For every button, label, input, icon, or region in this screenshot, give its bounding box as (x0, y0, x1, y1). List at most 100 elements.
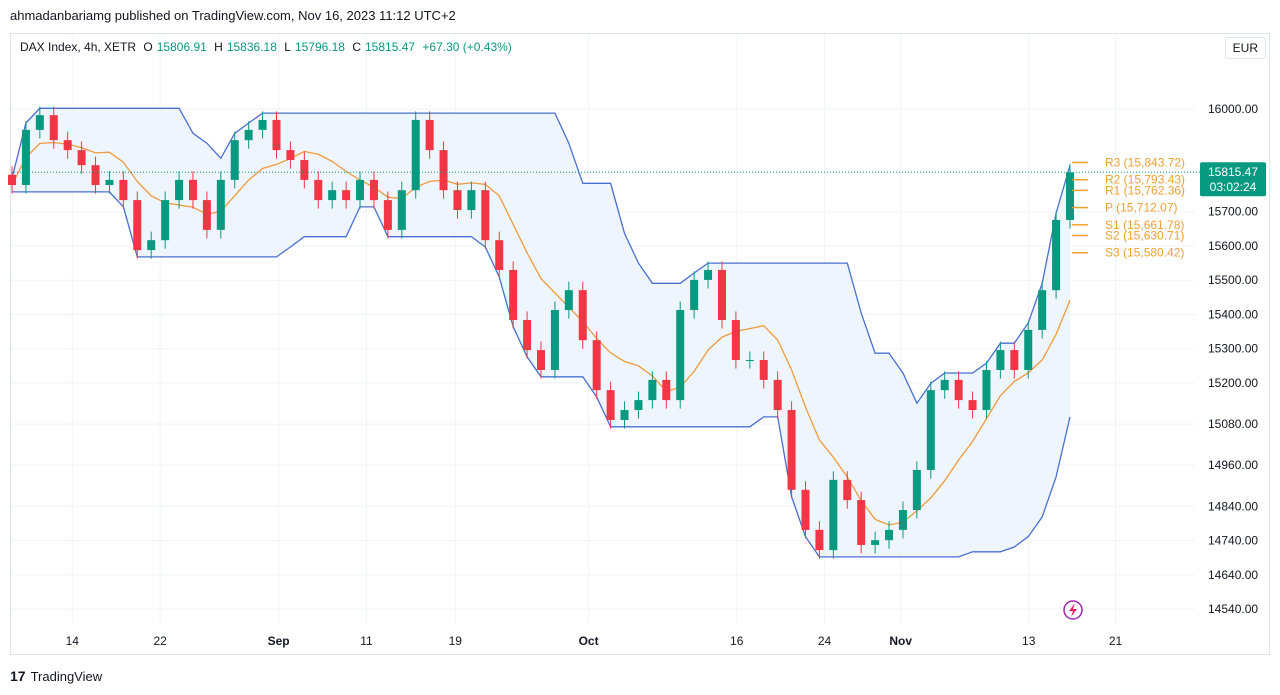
y-tick-label: 15600.00 (1208, 239, 1258, 253)
candle-body (481, 190, 490, 241)
candle (550, 301, 559, 379)
y-tick-label: 14840.00 (1208, 499, 1258, 513)
candle-body (342, 190, 351, 201)
candle (147, 231, 156, 259)
candle-body (272, 119, 281, 151)
candle (940, 371, 949, 399)
candle (272, 111, 281, 159)
tradingview-logo-icon[interactable]: 17 (10, 668, 26, 684)
candle-body (175, 179, 184, 201)
candle-body (968, 400, 977, 411)
symbol-title[interactable]: DAX Index, 4h, XETR (20, 40, 137, 54)
candle (704, 261, 713, 289)
candle (495, 231, 504, 279)
candle-body (926, 390, 935, 470)
y-tick-label: 15080.00 (1208, 417, 1258, 431)
candle-body (843, 479, 852, 501)
candle (676, 301, 685, 409)
candle-body (523, 319, 532, 351)
candle-body (1024, 329, 1033, 370)
candle (954, 371, 963, 409)
candle-body (620, 410, 629, 420)
candle-body (509, 269, 518, 320)
candle-body (606, 390, 615, 420)
candle (21, 121, 30, 194)
candle (731, 311, 740, 369)
candle (996, 341, 1005, 379)
candle-body (258, 119, 267, 130)
chart-frame[interactable] (10, 33, 1270, 655)
candle (175, 171, 184, 209)
candle-body (216, 179, 225, 230)
candle-body (300, 160, 309, 180)
currency-button[interactable]: EUR (1224, 37, 1266, 59)
high-label: H (214, 40, 223, 54)
candle (453, 181, 462, 219)
candle-body (356, 179, 365, 201)
y-tick-label: 15400.00 (1208, 307, 1258, 321)
candle (857, 491, 866, 554)
candle-body (188, 179, 197, 201)
lightning-bolt-icon (1069, 603, 1077, 617)
candle-body (731, 319, 740, 361)
candle-body (1010, 350, 1019, 370)
pivot-label: S2 (15,630.71) (1105, 228, 1184, 242)
candle-body (439, 150, 448, 191)
candle (759, 351, 768, 389)
candle (356, 171, 365, 209)
open-value: 15806.91 (156, 40, 207, 54)
candle (35, 106, 44, 139)
brand-name[interactable]: TradingView (30, 668, 103, 684)
candle-body (829, 479, 838, 551)
pivot-label: R2 (15,793.43) (1105, 173, 1185, 187)
candle-body (1038, 290, 1047, 330)
candle (620, 401, 629, 429)
close-label: C (352, 40, 361, 54)
candle (49, 106, 58, 149)
candle-body (773, 379, 782, 411)
candle-body (202, 200, 211, 230)
candle-body (745, 360, 754, 362)
candle (1066, 163, 1074, 229)
candle (578, 281, 587, 349)
candle (1010, 341, 1019, 379)
candle-body (244, 129, 253, 141)
candle-body (49, 115, 58, 141)
candle-body (592, 340, 601, 391)
candle-body (1052, 219, 1061, 291)
candle (342, 181, 351, 209)
candle-body (35, 115, 44, 130)
candle (202, 191, 211, 239)
candle (481, 181, 490, 249)
candle-body (397, 190, 406, 230)
candle-body (578, 290, 587, 341)
y-tick-label: 15300.00 (1208, 342, 1258, 356)
candle (300, 151, 309, 189)
lightning-icon[interactable] (1063, 600, 1083, 620)
candle-body (885, 529, 894, 541)
candle (258, 111, 267, 139)
candle (829, 471, 838, 559)
x-tick-label: 22 (153, 634, 167, 648)
candle (244, 121, 253, 149)
change-value: +67.30 (+0.43%) (422, 40, 512, 54)
candle (314, 171, 323, 209)
candle (801, 481, 810, 539)
x-tick-label: 19 (449, 634, 463, 648)
candle (161, 191, 170, 249)
x-tick-label: Nov (889, 634, 912, 648)
candle (843, 471, 852, 509)
candle (91, 156, 100, 194)
low-label: L (284, 40, 291, 54)
x-tick-label: 13 (1022, 634, 1036, 648)
candle-body (467, 190, 476, 211)
pivot-label: R3 (15,843.72) (1105, 156, 1185, 170)
candle-body (787, 410, 796, 490)
candle-body (425, 119, 434, 151)
candle (397, 181, 406, 239)
candle (188, 171, 197, 209)
candle (592, 331, 601, 399)
y-tick-label: 14740.00 (1208, 534, 1258, 548)
candle (1038, 281, 1047, 339)
